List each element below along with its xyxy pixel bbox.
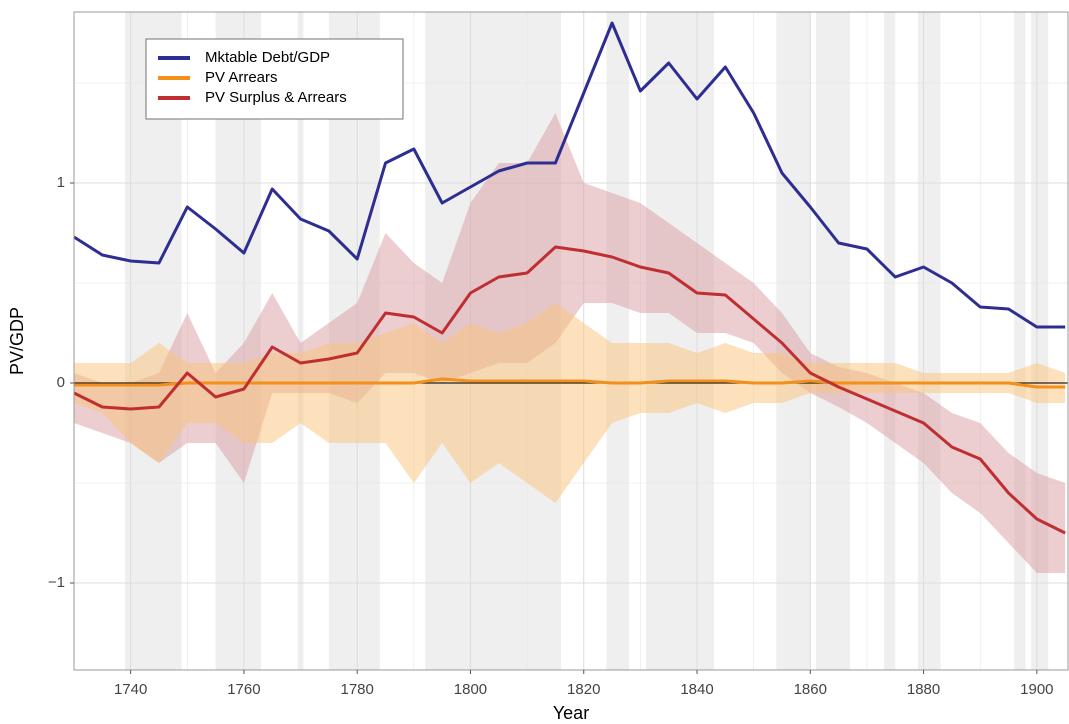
x-tick-label: 1840	[680, 681, 713, 698]
shaded-period	[815, 12, 850, 670]
shaded-period	[606, 12, 630, 670]
x-axis-title: Year	[553, 703, 589, 723]
x-tick-label: 1800	[454, 681, 487, 698]
series-line	[73, 245, 1066, 535]
y-tick-label: −1	[48, 574, 65, 591]
shaded-period	[646, 12, 715, 670]
shaded-period	[917, 12, 941, 670]
series-line	[73, 21, 1066, 329]
shaded-period	[124, 12, 182, 670]
legend-label: Mktable Debt/GDP	[205, 49, 330, 66]
x-tick-label: 1860	[794, 681, 827, 698]
x-tick-label: 1880	[907, 681, 940, 698]
shaded-period	[1014, 12, 1026, 670]
x-tick-label: 1820	[567, 681, 600, 698]
y-axis-title: PV/GDP	[7, 307, 27, 375]
series-line	[74, 377, 1066, 389]
x-tick-label: 1760	[227, 681, 260, 698]
legend-label: PV Arrears	[205, 69, 278, 86]
y-tick-label: 1	[57, 174, 65, 191]
confidence-band	[74, 113, 1066, 573]
x-tick-label: 1900	[1020, 681, 1053, 698]
legend-label: PV Surplus & Arrears	[205, 89, 347, 106]
legend: Mktable Debt/GDP PV Arrears PV Surplus & A…	[145, 38, 404, 120]
confidence-band	[74, 303, 1066, 503]
y-tick-label: 0	[57, 374, 65, 391]
shaded-period	[883, 12, 896, 670]
plot-frame	[73, 11, 1069, 671]
x-tick-label: 1740	[114, 681, 147, 698]
x-tick-label: 1780	[341, 681, 374, 698]
